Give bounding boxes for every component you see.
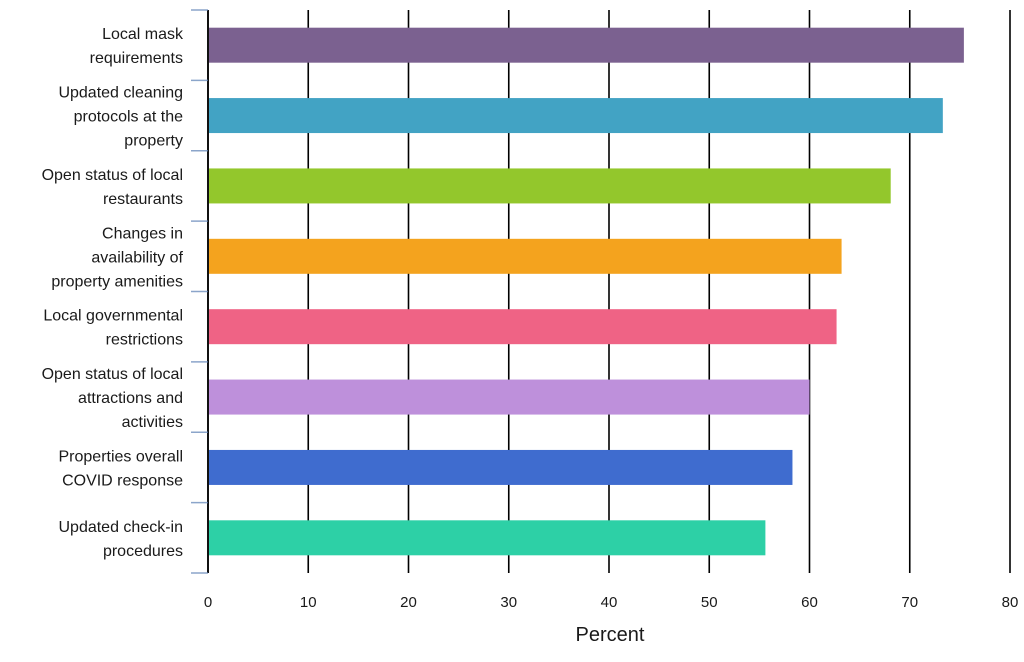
category-label: property amenities [51, 273, 183, 290]
x-tick-label: 10 [300, 594, 317, 611]
x-tick-label: 80 [1002, 594, 1019, 611]
category-label: COVID response [62, 472, 183, 489]
x-tick-label: 70 [901, 594, 918, 611]
category-label: Properties overall [59, 448, 184, 465]
axis-layer [191, 9, 209, 574]
bar [208, 449, 793, 485]
grid-layer [307, 10, 1011, 573]
x-tick-labels: 0 10 20 30 40 50 60 70 80 [204, 594, 1019, 611]
x-tick-label: 50 [701, 594, 718, 611]
x-axis-title: Percent [576, 624, 645, 646]
category-label: availability of [91, 249, 183, 266]
category-label: Local governmental [43, 308, 183, 325]
category-label: procedures [103, 543, 183, 560]
category-label: Changes in [102, 225, 183, 242]
category-label: requirements [90, 50, 183, 67]
category-label: Local mask [102, 26, 184, 43]
category-label: Updated cleaning [58, 85, 183, 102]
category-label: Open status of local [42, 366, 183, 383]
category-label: Updated check-in [58, 519, 183, 536]
category-label: protocols at the [74, 109, 184, 126]
x-tick-label: 20 [400, 594, 417, 611]
category-labels: Local mask requirements Updated cleaning pr… [42, 26, 184, 560]
bar [208, 379, 810, 415]
category-label: restaurants [103, 191, 183, 208]
bars-layer [208, 27, 964, 556]
category-label: activities [122, 414, 183, 431]
x-tick-label: 60 [801, 594, 818, 611]
x-tick-label: 0 [204, 594, 212, 611]
category-label: restrictions [106, 332, 183, 349]
bar [208, 98, 943, 134]
bar [208, 520, 766, 556]
category-label: property [124, 133, 183, 150]
x-tick-label: 40 [601, 594, 618, 611]
category-label: Open status of local [42, 167, 183, 184]
x-tick-label: 30 [500, 594, 517, 611]
category-label: attractions and [78, 390, 183, 407]
bar [208, 309, 837, 345]
bar [208, 27, 964, 63]
bar [208, 168, 891, 204]
bar [208, 238, 842, 274]
